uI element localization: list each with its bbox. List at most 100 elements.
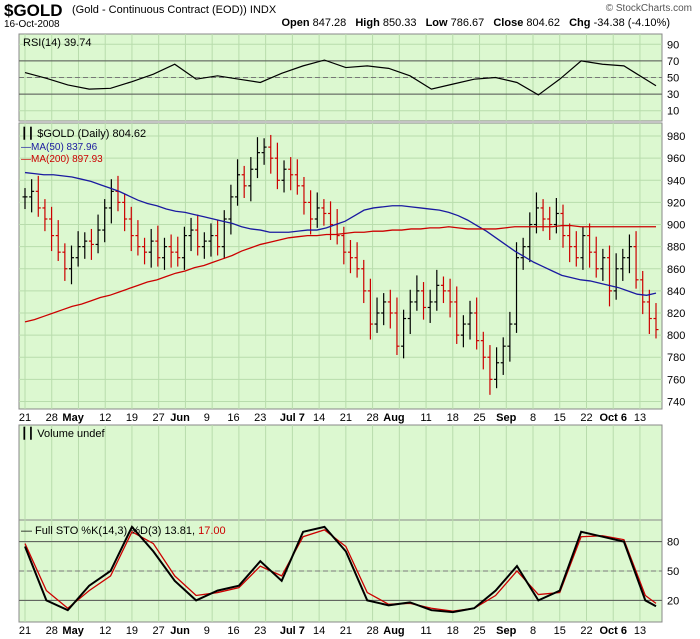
price-bar (500, 337, 506, 375)
price-bar (394, 297, 400, 356)
price-bar (215, 220, 221, 256)
price-bar (354, 242, 360, 278)
volume-panel (18, 424, 663, 521)
price-tick-label: 740 (667, 396, 685, 408)
price-bar (607, 245, 613, 307)
price-bar (328, 201, 334, 241)
price-tick-label: 800 (667, 330, 685, 342)
price-bar (646, 289, 652, 335)
price-bar (547, 206, 553, 241)
x-axis-label: 14 (313, 412, 325, 424)
price-bar (95, 214, 101, 254)
x-axis-label: Jun (170, 412, 190, 424)
x-axis-label: 21 (340, 625, 352, 637)
rsi-line (24, 59, 657, 96)
price-bar (653, 303, 659, 339)
x-axis-label: Jun (170, 625, 190, 637)
price-bar (221, 210, 227, 259)
x-axis-label: Aug (383, 625, 404, 637)
instrument-name: (Gold - Continuous Contract (EOD)) INDX (72, 4, 276, 16)
x-axis-label: 12 (99, 625, 111, 637)
price-bar (148, 228, 154, 268)
price-legend: ┃┃ $GOLD (Daily) 804.62 (21, 126, 146, 140)
x-axis-label: 21 (19, 625, 31, 637)
chart-date: 16-Oct-2008 (4, 19, 60, 30)
price-tick-label: 860 (667, 264, 685, 276)
price-bar (381, 293, 387, 326)
price-bar (507, 311, 513, 362)
price-bar (235, 159, 241, 206)
price-bar (88, 228, 94, 260)
price-bar (460, 315, 466, 348)
x-axis-label: 21 (19, 412, 31, 424)
price-tick-label: 960 (667, 153, 685, 165)
price-bar (135, 220, 141, 256)
price-bar (195, 214, 201, 256)
x-axis-label: 9 (204, 412, 210, 424)
ma50-legend: —MA(50) 837.96 (21, 142, 98, 153)
x-axis-label: 22 (580, 412, 592, 424)
price-bar (474, 297, 480, 350)
x-axis-label: 11 (420, 412, 431, 424)
change-label: Chg (569, 17, 591, 29)
x-axis-label: 19 (126, 625, 138, 637)
x-axis-label: May (62, 412, 84, 424)
price-bar (62, 243, 68, 281)
rsi-oversold-fill (25, 94, 656, 95)
price-bar (640, 270, 646, 315)
price-bar (587, 223, 593, 268)
x-axis-label: 16 (227, 412, 239, 424)
price-bar (494, 347, 500, 389)
price-bar (593, 236, 599, 278)
price-bar (49, 206, 55, 252)
price-bars (22, 134, 659, 395)
price-bar (228, 184, 234, 235)
x-axis-label: May (62, 625, 84, 637)
x-axis-label: 15 (554, 625, 566, 637)
price-bar (241, 165, 247, 198)
x-axis-label: Sep (496, 412, 516, 424)
price-bar (268, 134, 274, 174)
price-bar (321, 199, 327, 226)
rsi-tick-label: 90 (667, 39, 679, 51)
x-axis-label: 15 (554, 412, 566, 424)
stoch-d-line (24, 529, 657, 612)
price-bar (447, 278, 453, 318)
rsi-legend: RSI(14) 39.74 (23, 37, 91, 49)
x-axis-label: 23 (254, 625, 266, 637)
price-tick-label: 900 (667, 220, 685, 232)
price-bar (308, 190, 314, 235)
price-bar (261, 138, 267, 165)
price-bar (128, 206, 134, 252)
volume-legend: ┃┃ Volume undef (21, 426, 106, 440)
price-bar (108, 179, 114, 224)
price-bar (181, 226, 187, 270)
price-bar (401, 309, 407, 359)
price-bar (387, 289, 393, 329)
x-axis-label: 13 (634, 625, 646, 637)
price-bar (281, 160, 287, 193)
price-tick-label: 820 (667, 308, 685, 320)
ohlc-summary: Open 847.28 High 850.33 Low 786.67 Close… (275, 17, 670, 29)
x-axis-label: Sep (496, 625, 516, 637)
price-tick-label: 760 (667, 374, 685, 386)
rsi-tick-label: 30 (667, 89, 679, 101)
price-tick-label: 980 (667, 131, 685, 143)
price-bar (347, 240, 353, 274)
price-bar (68, 245, 74, 285)
price-bar (633, 231, 639, 289)
x-axis-label: 23 (254, 412, 266, 424)
x-axis-label: 18 (447, 412, 459, 424)
price-bar (294, 159, 300, 195)
stoch-tick-label: 80 (667, 537, 679, 549)
stoch-tick-label: 50 (667, 566, 679, 578)
ticker-symbol: $GOLD (4, 1, 63, 20)
x-axis-label: 28 (46, 625, 58, 637)
low-value: 786.67 (450, 17, 485, 29)
instrument-full-name: (Gold - Continuous Contract (EOD)) (72, 4, 247, 16)
x-axis-label: 22 (580, 625, 592, 637)
x-axis-label: Oct 6 (599, 625, 627, 637)
price-bar (248, 157, 254, 202)
price-bar (626, 234, 632, 274)
price-bar (29, 179, 35, 213)
